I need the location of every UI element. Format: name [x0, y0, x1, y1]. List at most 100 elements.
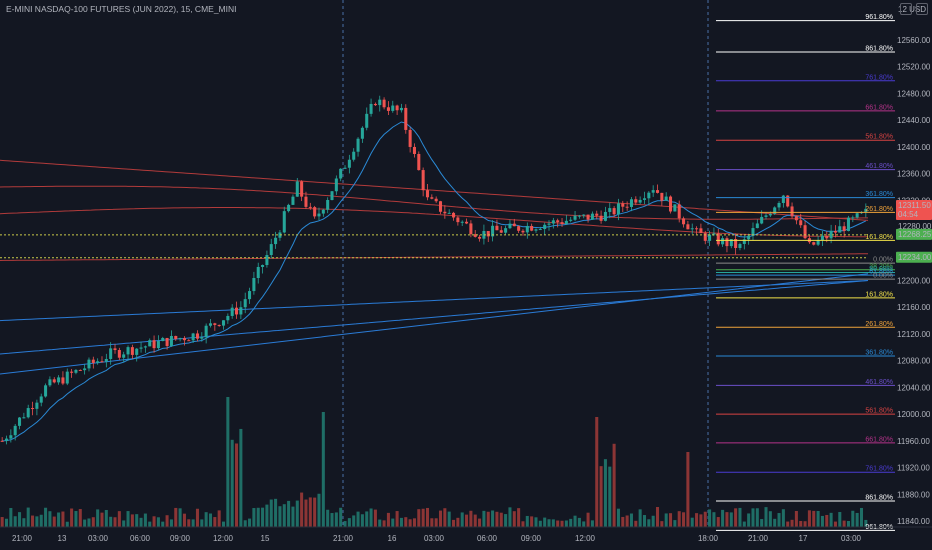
time-tick-label: 15 — [261, 534, 270, 543]
volume-bar — [195, 508, 199, 527]
candle-body — [608, 208, 612, 212]
candle-body — [174, 335, 178, 340]
candle-body — [130, 347, 134, 355]
candle-body — [187, 340, 191, 342]
volume-bar — [239, 428, 243, 527]
time-tick-label: 06:00 — [130, 534, 151, 543]
volume-bar — [148, 521, 152, 527]
volume-bar — [564, 520, 568, 527]
fib-level-label: 361.80% — [865, 349, 893, 356]
volume-bar — [682, 512, 686, 527]
price-tick-label: 12400.00 — [897, 143, 931, 152]
volume-bar — [182, 513, 186, 527]
volume-bar — [417, 509, 421, 527]
candle-body — [70, 371, 74, 373]
candle-body — [52, 379, 56, 383]
volume-bar — [61, 511, 65, 527]
volume-bar — [430, 518, 434, 527]
candle-body — [534, 229, 538, 231]
time-tick-label: 21:00 — [333, 534, 354, 543]
time-tick-label: 12:00 — [213, 534, 234, 543]
volume-bar — [278, 506, 282, 527]
candle-body — [669, 196, 673, 212]
candle-body — [235, 307, 239, 315]
volume-bar — [187, 519, 191, 527]
candle-body — [269, 244, 273, 256]
volume-bar — [156, 517, 160, 527]
settings-icon[interactable] — [900, 3, 912, 15]
price-tick-label: 12560.00 — [897, 36, 931, 45]
volume-bar — [616, 508, 620, 527]
candle-body — [586, 214, 590, 220]
fib-level-label: 661.80% — [865, 104, 893, 111]
candle-body — [347, 159, 351, 168]
candle-body — [812, 242, 816, 245]
volume-bar — [608, 466, 612, 527]
volume-bar — [560, 520, 564, 527]
time-tick-label: 17 — [799, 534, 808, 543]
candle-body — [551, 220, 555, 224]
volume-bar — [274, 498, 278, 527]
volume-bar — [447, 511, 451, 527]
candle-body — [278, 232, 282, 238]
candle-body — [443, 211, 447, 214]
volume-bar — [399, 517, 403, 527]
candle-body — [109, 348, 113, 359]
candle-body — [742, 239, 746, 244]
candle-body — [517, 226, 521, 231]
close-icon[interactable] — [916, 3, 928, 15]
volume-bar — [647, 519, 651, 527]
candle-body — [326, 199, 330, 210]
fib-level-label: 361.80% — [865, 191, 893, 198]
volume-bar — [777, 513, 781, 527]
volume-bar — [590, 520, 594, 527]
candle-body — [13, 425, 17, 436]
candle-body — [851, 217, 855, 219]
candle-body — [655, 190, 660, 193]
price-tick-label: 11920.00 — [897, 464, 930, 473]
volume-bar — [169, 519, 173, 527]
candle-body — [139, 347, 143, 349]
volume-bar — [256, 507, 260, 527]
volume-bar — [512, 511, 516, 527]
volume-bar — [282, 504, 286, 527]
volume-bar — [508, 507, 512, 527]
candle-body — [660, 192, 664, 201]
volume-bar — [295, 500, 299, 527]
candle-body — [31, 408, 35, 410]
volume-bar — [143, 513, 147, 527]
volume-bar — [820, 515, 824, 527]
candle-body — [48, 379, 52, 386]
candle-body — [530, 225, 534, 231]
volume-bar — [161, 521, 165, 527]
candle-body — [547, 223, 551, 225]
volume-bar — [712, 512, 716, 527]
volume-bar — [790, 519, 794, 527]
volume-bar — [452, 519, 456, 527]
volume-bar — [629, 513, 633, 527]
fib-level-label: 861.80% — [865, 494, 893, 501]
volume-bar — [391, 518, 395, 527]
candle-body — [577, 215, 581, 217]
volume-bar — [851, 510, 855, 527]
candle-body — [716, 233, 720, 245]
volume-bar — [382, 520, 386, 527]
candle-body — [117, 350, 121, 358]
volume-bar — [122, 520, 126, 527]
candle-body — [165, 337, 169, 346]
volume-bar — [313, 497, 317, 527]
volume-bar — [538, 520, 542, 527]
volume-bar — [686, 452, 690, 527]
volume-bar — [287, 500, 291, 527]
volume-bar — [100, 512, 104, 527]
upper-band-line — [0, 185, 868, 220]
candle-body — [100, 361, 104, 363]
volume-bar — [31, 515, 35, 527]
volume-bar — [729, 512, 733, 527]
candle-body — [404, 107, 408, 130]
candle-body — [786, 195, 790, 207]
volume-bar — [603, 459, 607, 527]
volume-bar — [473, 514, 477, 527]
volume-bar — [478, 518, 482, 527]
